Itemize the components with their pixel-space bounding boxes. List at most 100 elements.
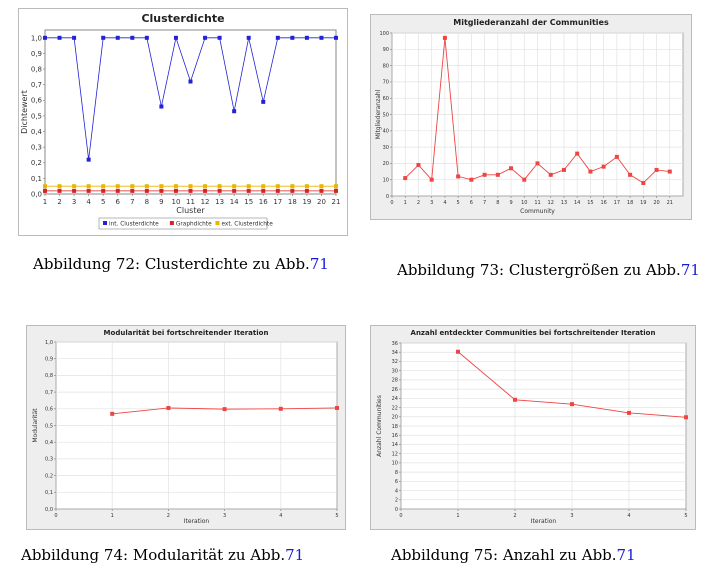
data-point-2-15 [246, 188, 251, 193]
x-tick-label: 12 [201, 198, 210, 206]
caption-74-ref[interactable]: 71 [285, 546, 305, 564]
x-tick-label: 8 [145, 198, 149, 206]
y-tick-label: 0,8 [45, 373, 53, 379]
y-tick-label: 2 [395, 498, 398, 504]
legend-entry-3: ext. Clusterdichte [221, 222, 273, 228]
chart-modularitaet: Modularität bei fortschreitender Iterati… [26, 325, 346, 530]
data-point-1-15 [588, 169, 593, 174]
legend-swatch-2 [169, 221, 174, 225]
data-point-1-20 [319, 35, 324, 40]
x-tick-label: 2 [57, 198, 61, 206]
y-tick-label: 0,9 [45, 356, 53, 362]
data-point-1-2 [57, 35, 62, 40]
y-tick-label: 0,2 [31, 159, 42, 167]
x-tick-label: 0 [390, 200, 393, 206]
data-point-3-21 [334, 184, 338, 189]
x-tick-label: 5 [684, 513, 687, 519]
data-point-1-21 [667, 169, 672, 174]
x-tick-label: 18 [627, 200, 633, 206]
data-point-2-14 [232, 188, 237, 193]
caption-75-ref[interactable]: 71 [616, 546, 636, 564]
data-point-3-9 [159, 184, 164, 189]
data-point-1-12 [203, 35, 208, 40]
data-point-2-16 [261, 188, 266, 193]
y-tick-label: 18 [392, 424, 398, 430]
data-point-1-3 [570, 402, 574, 407]
x-tick-label: 17 [273, 198, 282, 206]
data-point-2-7 [130, 188, 135, 193]
x-tick-label: 3 [570, 513, 573, 519]
data-point-1-17 [275, 35, 280, 40]
data-point-1-16 [261, 99, 266, 104]
data-point-1-17 [614, 154, 619, 159]
y-tick-label: 10 [383, 177, 389, 183]
x-tick-label: 11 [534, 200, 540, 206]
data-point-2-9 [159, 188, 164, 193]
x-tick-label: 13 [215, 198, 224, 206]
x-tick-label: 4 [443, 200, 446, 206]
data-point-1-3 [72, 35, 77, 40]
x-tick-label: 5 [335, 513, 338, 519]
data-point-2-3 [72, 188, 77, 193]
data-point-1-14 [232, 109, 237, 114]
data-point-2-20 [319, 188, 324, 193]
legend-box [98, 217, 268, 230]
x-tick-label: 19 [640, 200, 646, 206]
x-tick-label: 20 [317, 198, 326, 206]
data-point-1-13 [561, 167, 566, 172]
data-point-1-7 [130, 35, 135, 40]
y-tick-label: 0,6 [45, 407, 53, 413]
x-tick-label: 2 [417, 200, 420, 206]
data-point-1-12 [548, 172, 553, 177]
chart-anzahl-communities: Anzahl entdeckter Communities bei fortsc… [370, 325, 696, 530]
y-tick-label: 0,1 [31, 175, 42, 183]
x-tick-label: 9 [509, 200, 512, 206]
data-point-1-5 [456, 174, 461, 179]
data-point-3-12 [203, 184, 208, 189]
data-point-1-8 [144, 35, 149, 40]
x-tick-label: 3 [430, 200, 433, 206]
caption-73-ref[interactable]: 71 [680, 261, 700, 279]
chart-title: Mitgliederanzahl der Communities [453, 18, 609, 27]
y-axis-label: Modularität [32, 408, 39, 443]
x-tick-label: 2 [513, 513, 516, 519]
x-tick-label: 1 [111, 513, 114, 519]
y-tick-label: 0,0 [45, 507, 53, 513]
x-tick-label: 10 [521, 200, 527, 206]
x-tick-label: 14 [230, 198, 239, 206]
y-tick-label: 14 [392, 442, 398, 448]
data-point-2-19 [304, 188, 309, 193]
y-axis-label: Mitgliederanzahl [375, 89, 382, 139]
y-tick-label: 26 [392, 387, 398, 393]
x-tick-label: 0 [54, 513, 57, 519]
data-point-3-15 [246, 184, 251, 189]
chart-mitgliederanzahl: Mitgliederanzahl der Communities01020304… [370, 14, 692, 220]
y-tick-label: 0 [386, 194, 389, 200]
data-point-3-13 [217, 184, 222, 189]
data-point-1-3 [222, 407, 227, 412]
y-tick-label: 32 [392, 359, 398, 365]
legend-entry-1: int. Clusterdichte [109, 222, 159, 228]
x-tick-label: 4 [279, 513, 282, 519]
data-point-2-6 [115, 188, 120, 193]
data-point-2-8 [144, 188, 149, 193]
y-tick-label: 0,8 [31, 65, 42, 73]
data-point-1-18 [290, 35, 295, 40]
legend-entry-2: Graphdichte [176, 222, 212, 228]
y-tick-label: 70 [383, 80, 389, 86]
x-tick-label: 14 [574, 200, 580, 206]
data-point-1-16 [601, 164, 606, 169]
y-tick-label: 36 [392, 341, 398, 347]
x-tick-label: 6 [470, 200, 473, 206]
x-tick-label: 7 [483, 200, 486, 206]
caption-72-ref[interactable]: 71 [309, 255, 329, 273]
y-tick-label: 0,4 [31, 128, 43, 136]
y-tick-label: 24 [392, 396, 398, 402]
x-tick-label: 21 [332, 198, 341, 206]
data-point-1-5 [335, 405, 339, 410]
y-tick-label: 40 [383, 129, 389, 135]
data-point-2-1 [43, 188, 47, 193]
x-tick-label: 17 [614, 200, 620, 206]
data-point-1-8 [495, 172, 500, 177]
data-point-3-11 [188, 184, 193, 189]
